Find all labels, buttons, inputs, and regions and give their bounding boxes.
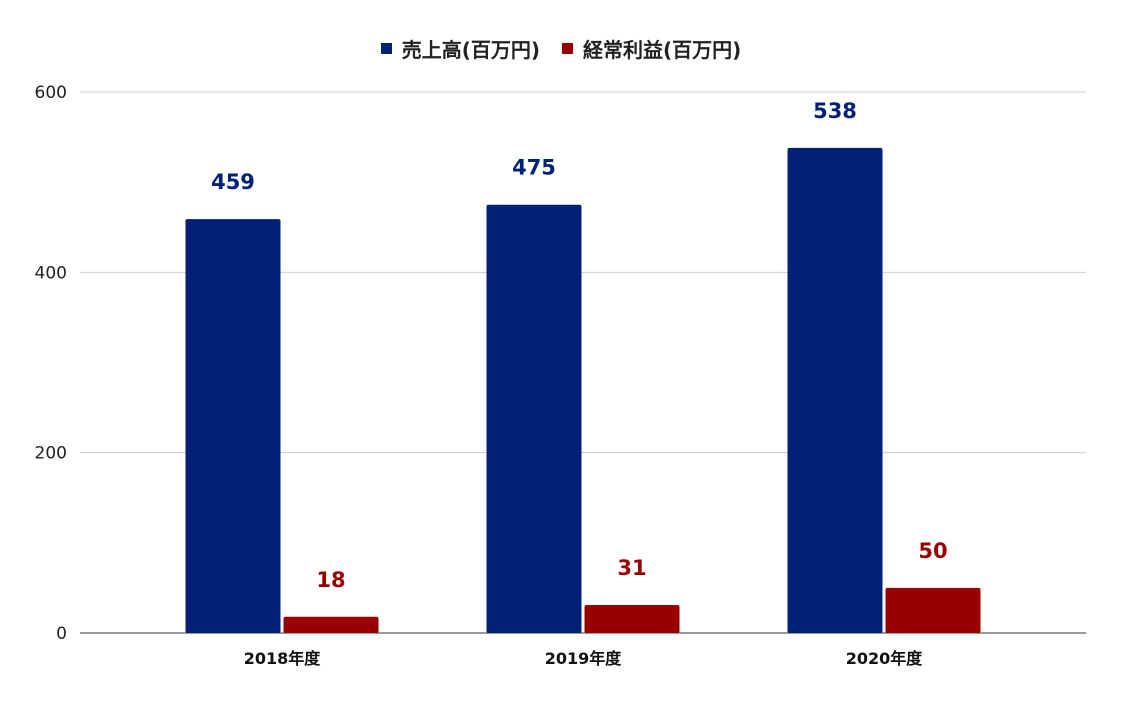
- bar: [885, 587, 981, 633]
- data-label: 538: [813, 99, 857, 123]
- x-category-label: 2019年度: [545, 649, 623, 668]
- legend-item-ordinary-profit: 経常利益(百万円): [562, 34, 741, 63]
- bar: [486, 204, 582, 634]
- chart-legend: 売上高(百万円) 経常利益(百万円): [0, 34, 1122, 63]
- data-label: 18: [316, 568, 345, 592]
- legend-label-sales: 売上高(百万円): [401, 38, 540, 62]
- legend-swatch-sales: [380, 43, 392, 54]
- bar: [787, 147, 883, 634]
- data-label: 50: [918, 539, 947, 563]
- y-tick-label: 0: [56, 624, 67, 644]
- legend-label-ordinary-profit: 経常利益(百万円): [583, 38, 742, 62]
- data-label: 31: [617, 556, 646, 580]
- bar: [185, 219, 281, 633]
- legend-swatch-ordinary-profit: [562, 43, 573, 54]
- x-category-label: 2020年度: [846, 649, 924, 668]
- legend-item-sales: 売上高(百万円): [380, 34, 540, 63]
- y-tick-label: 600: [35, 83, 67, 103]
- y-tick-label: 400: [35, 263, 67, 283]
- data-label: 475: [512, 156, 556, 180]
- y-tick-label: 200: [35, 444, 67, 464]
- x-category-label: 2018年度: [244, 649, 322, 668]
- bar: [283, 616, 379, 633]
- data-label: 459: [211, 170, 255, 194]
- bar: [584, 605, 680, 633]
